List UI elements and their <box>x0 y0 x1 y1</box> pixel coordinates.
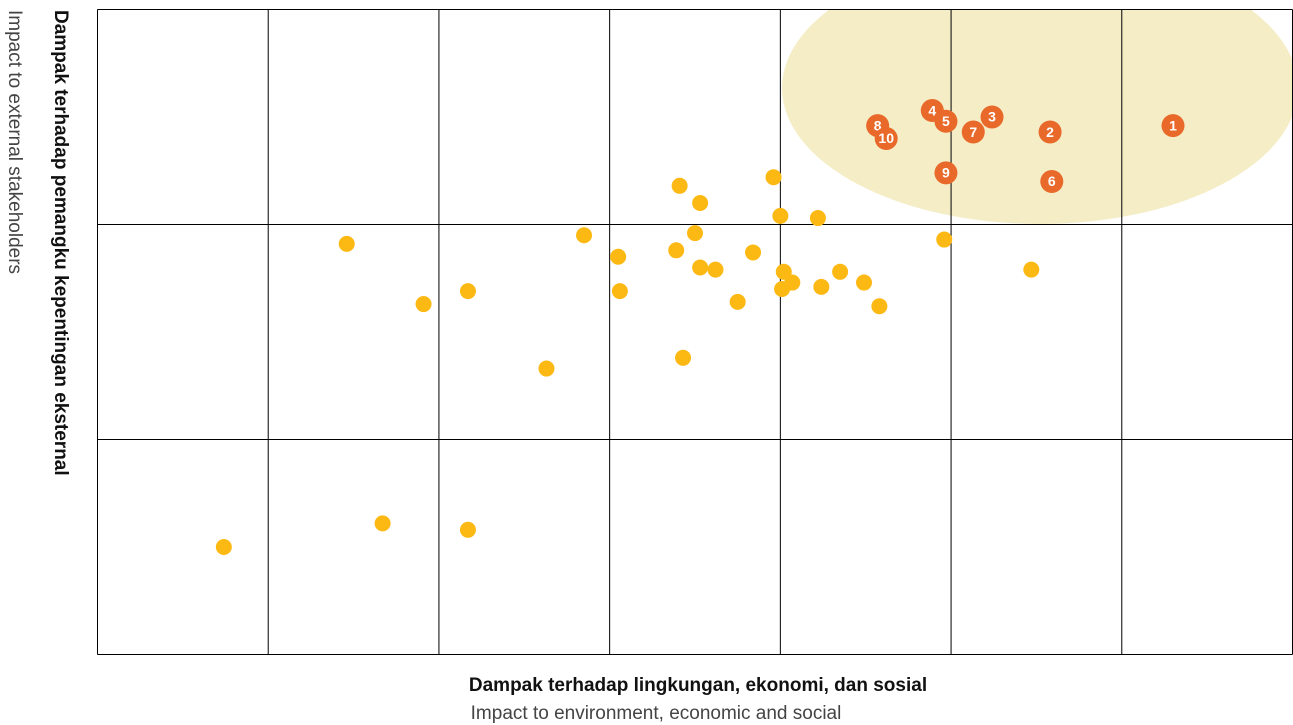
point <box>832 263 849 280</box>
point <box>1023 261 1040 278</box>
point <box>215 539 232 555</box>
y-axis-subtitle: Impact to external stakeholders <box>4 10 25 274</box>
x-axis-title: Dampak terhadap lingkungan, ekonomi, dan… <box>469 675 927 696</box>
highlight-point <box>1040 170 1064 193</box>
highlight-point <box>980 105 1004 129</box>
point-label: 10 <box>878 130 894 146</box>
point <box>813 278 830 295</box>
point <box>765 169 782 186</box>
point <box>671 177 688 194</box>
point <box>675 349 692 366</box>
y-axis-title: Dampak terhadap pemangku kepentingan eks… <box>50 10 71 476</box>
highlight-point <box>874 127 898 150</box>
point <box>745 244 762 261</box>
point-label: 8 <box>874 117 882 133</box>
highlight-zone <box>782 9 1293 224</box>
highlight-point <box>934 109 958 133</box>
point-label: 5 <box>942 113 950 129</box>
point <box>611 283 628 300</box>
highlight-point <box>961 120 985 144</box>
point-label: 9 <box>942 165 950 181</box>
point <box>415 296 432 313</box>
x-axis-subtitle: Impact to environment, economic and soci… <box>471 703 842 724</box>
point-label: 4 <box>928 102 936 118</box>
point <box>936 231 953 248</box>
point <box>576 227 593 244</box>
point <box>668 242 685 259</box>
point <box>707 261 724 278</box>
point <box>856 274 873 291</box>
point <box>374 515 391 532</box>
point <box>774 281 791 297</box>
point <box>809 210 826 227</box>
point-label: 2 <box>1046 124 1054 140</box>
highlight-point <box>1161 114 1185 138</box>
point-label: 3 <box>988 109 996 125</box>
point-label: 6 <box>1048 173 1056 189</box>
highlight-point <box>934 161 958 185</box>
point <box>687 225 703 242</box>
point <box>772 207 789 224</box>
point <box>775 263 792 280</box>
point <box>729 293 746 310</box>
highlight-point <box>1038 120 1062 144</box>
point <box>692 259 709 276</box>
point-label: 7 <box>969 124 977 140</box>
point-label: 1 <box>1169 117 1177 133</box>
point <box>692 195 709 211</box>
point <box>459 521 476 538</box>
point <box>459 283 476 300</box>
point <box>538 360 555 377</box>
point <box>871 298 888 315</box>
point <box>338 235 355 252</box>
point <box>610 248 627 265</box>
